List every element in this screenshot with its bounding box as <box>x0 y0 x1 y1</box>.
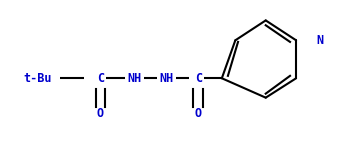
Text: N: N <box>316 34 323 47</box>
Text: C: C <box>97 72 104 85</box>
Text: C: C <box>195 72 202 85</box>
Text: t-Bu: t-Bu <box>24 72 52 85</box>
Text: NH: NH <box>159 72 173 85</box>
Text: NH: NH <box>127 72 141 85</box>
Text: O: O <box>97 107 104 120</box>
Text: O: O <box>195 107 202 120</box>
